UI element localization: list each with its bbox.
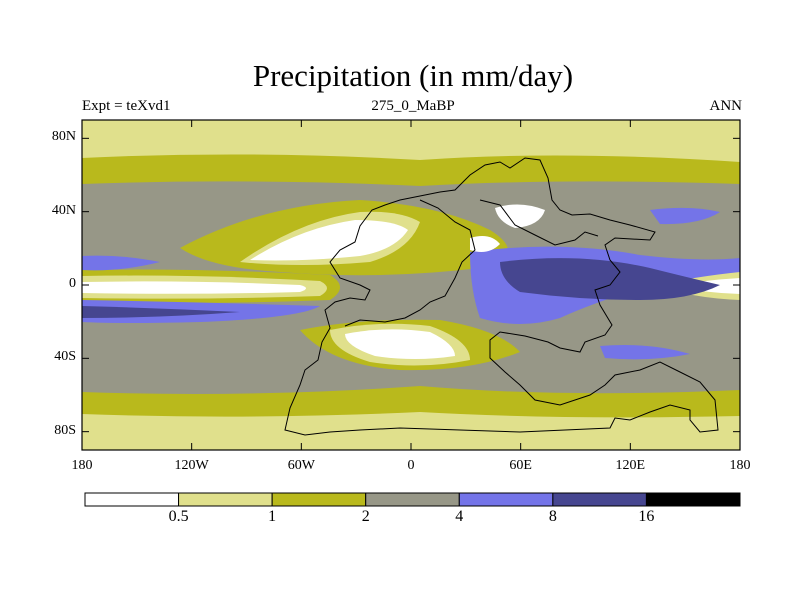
colorbar-level-label: 0.5 [168,508,189,525]
y-tick-label: 40S [54,349,76,365]
continent-east-coast [479,199,599,246]
x-tick-label: 120W [174,458,209,473]
zone-north-storm-band [82,154,740,186]
colorbar-swatch [84,492,180,507]
zone-northeast-dry [495,204,545,228]
colorbar-level-label: 8 [548,508,557,525]
colorbar-level-label: 2 [361,508,370,525]
y-tick-label: 80S [54,422,76,438]
x-tick-label: 120E [615,458,646,473]
continent-outline [284,157,719,436]
continent-inner-coast [344,199,476,327]
zone-central-dry [470,236,500,252]
x-tick-label: 180 [729,458,751,473]
zone-south-indian-blue [600,345,690,360]
zone-south-itcz-dark [82,306,240,318]
colorbar-swatch [271,492,367,507]
colorbar-swatch [365,492,460,507]
zone-north-pacific-blue [650,207,720,225]
x-tick-label: 180 [71,458,93,473]
zone-south-desert-dry [345,329,455,359]
y-tick-label: 0 [69,276,76,291]
y-tick-label: 40N [51,202,76,218]
x-tick-label: 60E [509,458,532,473]
colorbar [84,492,741,507]
chart-title: Precipitation (in mm/day) [252,58,574,93]
precipitation-field [82,120,740,450]
colorbar-swatch [178,492,273,507]
colorbar-swatch [552,492,647,507]
colorbar-level-label: 16 [638,508,655,525]
season-label: ANN [709,98,743,114]
zone-north-itcz-blue [82,255,160,271]
y-tick-marks [82,137,740,433]
zone-south-storm-band [82,386,740,418]
time-label: 275_0_MaBP [371,98,455,114]
zone-eastern-wet-dark [500,258,720,300]
colorbar-level-label: 1 [268,508,277,525]
colorbar-swatch [458,492,554,507]
experiment-label: Expt = teXvd1 [82,98,171,114]
x-tick-label: 60W [287,458,315,473]
colorbar-level-label: 4 [455,508,464,525]
y-tick-label: 80N [51,129,76,145]
x-tick-marks [81,120,741,450]
zone-north-desert-dry [250,220,408,261]
colorbar-swatch [645,492,741,507]
zone-equatorial-dry [82,281,306,294]
x-tick-label: 0 [407,458,415,473]
